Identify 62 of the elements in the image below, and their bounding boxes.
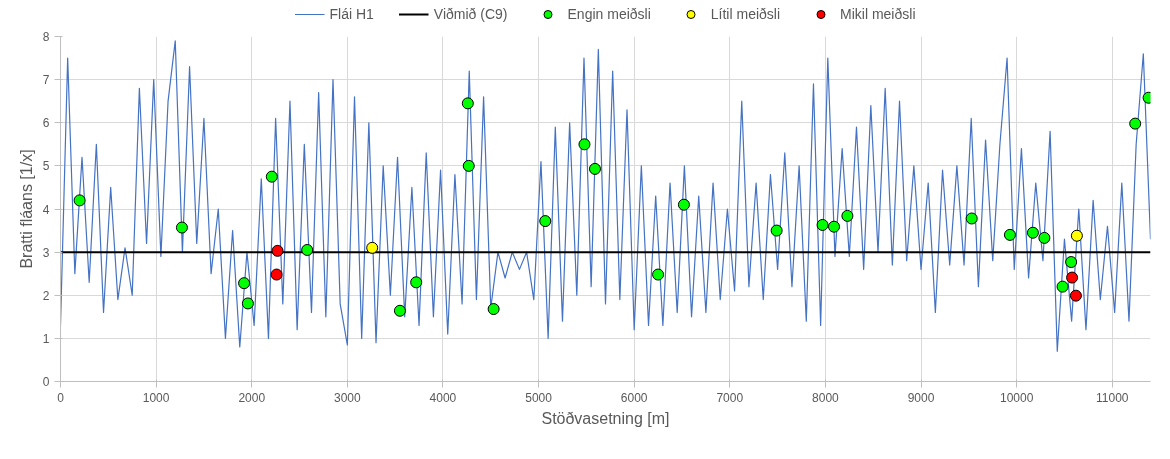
legend-label: Mikil meiðsli [840,6,916,22]
point [841,209,854,222]
y-tick-label: 7 [42,73,50,88]
y-tick-label: 2 [42,288,50,303]
point [1056,280,1069,293]
x-tick-label: 10000 [999,390,1034,405]
point [677,198,690,211]
point [1070,229,1083,242]
point [366,241,379,254]
point [271,244,284,257]
x-tick-label: 2000 [238,390,266,405]
point [588,162,601,175]
y-tick-label: 5 [42,159,50,174]
point [1026,226,1039,239]
x-axis-title: Stöðvasetning [m] [541,409,670,427]
point [461,97,474,110]
point [241,297,254,310]
point [1038,231,1051,244]
x-tick-label: 6000 [620,390,648,405]
x-tick-label: 3000 [333,390,362,405]
x-tick-label: 1000 [142,390,170,405]
point [578,138,591,151]
x-tick-label: 8000 [812,390,840,405]
point [265,170,278,183]
y-tick-label: 3 [42,245,50,260]
point [1069,289,1082,302]
x-tick-label: 5000 [525,390,553,405]
legend-label: Flái H1 [329,6,374,22]
x-tick-label: 11000 [1096,390,1129,405]
x-tick-label: 7000 [716,390,744,405]
legend-label: Engin meiðsli [567,6,651,22]
point [652,268,665,281]
point [1066,271,1079,284]
point [539,215,552,228]
point [1065,256,1078,269]
y-axis-title: Bratti fláans [1/x] [17,149,35,269]
point [1129,117,1142,130]
point [175,221,188,234]
y-tick-label: 4 [42,202,50,217]
legend-label: Lítil meiðsli [710,6,781,22]
y-tick-label: 6 [42,116,50,131]
point [410,276,423,289]
y-tick-label: 0 [42,375,50,389]
line-series [60,40,1151,352]
point [1003,228,1016,241]
point [462,159,475,172]
y-tick-label: 1 [42,331,50,346]
x-tick-label: 0 [57,390,65,405]
legend-label: Viðmið (C9) [433,6,508,22]
point [487,303,500,316]
point [965,212,978,225]
point [238,277,251,290]
point [770,224,783,237]
x-tick-label: 9000 [907,390,935,405]
point [73,194,86,207]
point [816,218,829,231]
point [270,268,283,281]
point [393,304,406,317]
point [301,243,314,256]
y-tick-label: 8 [42,30,50,44]
point [828,220,841,233]
x-tick-label: 4000 [429,390,457,405]
